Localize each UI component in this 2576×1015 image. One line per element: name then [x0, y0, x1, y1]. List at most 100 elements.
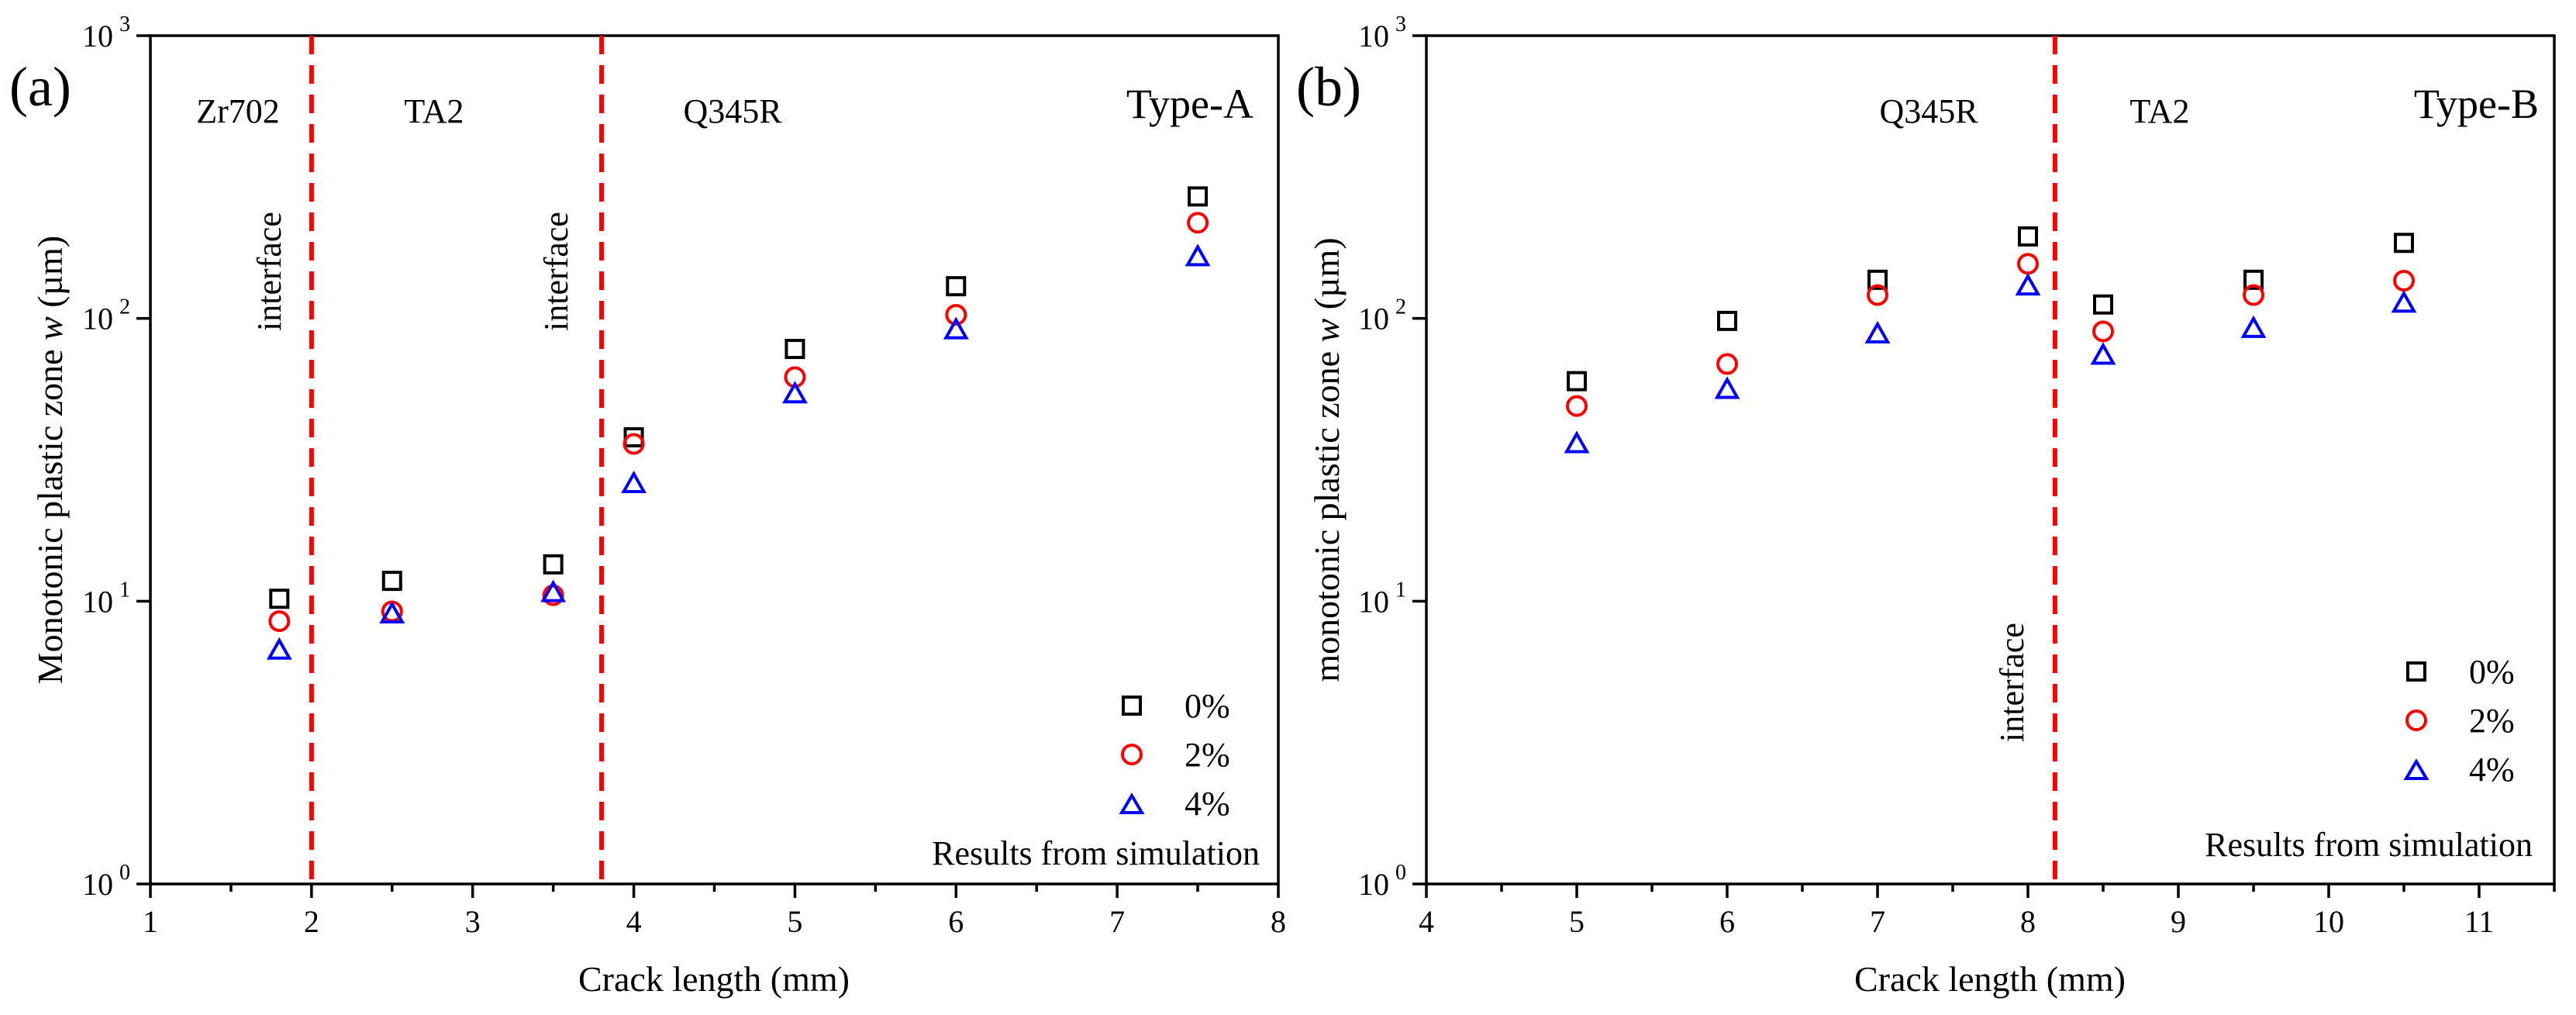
data-points — [266, 186, 1211, 660]
data-point-square — [2394, 233, 2414, 254]
y-tick-exponent: 2 — [119, 295, 130, 319]
data-point-triangle — [2090, 342, 2116, 365]
data-point-triangle — [1714, 376, 1740, 399]
legend-label: 2% — [1185, 736, 1230, 774]
data-point-circle — [1716, 353, 1738, 375]
legend: 0% 2% 4% — [2403, 653, 2515, 789]
panel-letter: (b) — [1296, 56, 1361, 118]
footer-note: Results from simulation — [932, 834, 1260, 872]
x-tick-label: 7 — [1109, 904, 1125, 939]
data-point-triangle — [1564, 430, 1590, 454]
legend-label: 4% — [1185, 785, 1230, 823]
data-point-triangle — [266, 637, 292, 660]
y-tick-label: 10 — [1358, 19, 1389, 54]
legend-marker-triangle — [2403, 758, 2429, 780]
x-tick-label: 6 — [948, 904, 964, 939]
x-tick-label: 6 — [1719, 904, 1735, 939]
interface-label: interface — [1993, 623, 2031, 742]
interface-label: interface — [250, 212, 288, 331]
y-tick-exponent: 2 — [1395, 295, 1406, 319]
x-tick-label: 7 — [1870, 904, 1885, 939]
x-tick-label: 5 — [1569, 904, 1585, 939]
data-point-square — [1188, 186, 1209, 207]
x-axis-label: Crack length (mm) — [578, 959, 850, 999]
data-point-square — [946, 276, 967, 297]
region-label: Q345R — [1879, 92, 1978, 130]
data-point-circle — [622, 433, 645, 455]
data-point-circle — [945, 303, 967, 326]
x-tick-label: 9 — [2171, 904, 2186, 939]
legend-marker-triangle — [1119, 792, 1145, 814]
panel-letter: (a) — [9, 56, 71, 118]
chart-title: Type-A — [1126, 81, 1254, 127]
y-tick-label: 10 — [1358, 584, 1389, 619]
data-point-circle — [2092, 320, 2114, 343]
legend-label: 0% — [1185, 687, 1230, 725]
data-point-square — [381, 571, 402, 592]
data-point-circle — [1566, 395, 1588, 417]
data-point-triangle — [2240, 315, 2267, 338]
y-tick-label: 10 — [82, 584, 113, 619]
data-point-triangle — [2391, 290, 2417, 313]
data-point-circle — [2243, 284, 2264, 306]
x-tick-label: 2 — [304, 904, 319, 939]
data-point-triangle — [540, 579, 567, 602]
y-axis-label-variable: w — [1307, 318, 1347, 342]
y-axis-label: Monotonic plastic zone w (µm) — [30, 236, 70, 684]
y-tick-label: 10 — [82, 867, 113, 902]
data-point-circle — [1187, 212, 1209, 234]
legend: 0% 2% 4% — [1119, 687, 1230, 823]
y-tick-exponent: 3 — [119, 12, 130, 36]
x-tick-label: 8 — [2020, 904, 2036, 939]
data-point-square — [269, 589, 290, 609]
legend-marker-square — [1122, 696, 1142, 716]
y-axis-label-unit: (µm) — [1307, 237, 1347, 318]
x-tick-label: 5 — [787, 904, 802, 939]
data-point-square — [2243, 269, 2264, 290]
legend-marker-circle — [1121, 744, 1143, 765]
interface-label: interface — [537, 212, 575, 331]
data-point-triangle — [1864, 320, 1891, 344]
y-axis-label: monotonic plastic zone w (µm) — [1307, 237, 1347, 682]
y-tick-label: 10 — [1358, 302, 1389, 337]
data-point-square — [785, 339, 805, 360]
interface-lines — [309, 36, 604, 884]
data-point-circle — [2393, 269, 2415, 292]
data-point-square — [543, 554, 564, 575]
data-points — [1564, 226, 2417, 454]
legend-label: 2% — [2469, 702, 2515, 740]
data-point-circle — [2017, 253, 2039, 275]
region-label: TA2 — [2129, 92, 2189, 130]
data-point-triangle — [379, 600, 405, 624]
data-point-triangle — [943, 316, 969, 340]
y-axis-label-unit: (µm) — [30, 236, 70, 316]
data-point-triangle — [1185, 243, 1211, 267]
y-tick-exponent: 1 — [119, 578, 130, 602]
data-point-triangle — [621, 470, 647, 494]
y-tick-exponent: 1 — [1395, 578, 1406, 602]
region-label: Q345R — [683, 92, 782, 130]
data-point-square — [1717, 310, 1737, 331]
y-axis-label-text: monotonic plastic zone — [1307, 342, 1347, 682]
legend-marker-circle — [2405, 709, 2427, 731]
y-axis-label-variable: w — [30, 316, 70, 340]
data-point-square — [2093, 294, 2113, 315]
data-point-circle — [268, 610, 291, 633]
footer-note: Results from simulation — [2205, 826, 2533, 864]
x-axis-label: Crack length (mm) — [1854, 959, 2126, 999]
data-point-triangle — [2015, 273, 2041, 296]
region-label: Zr702 — [196, 92, 280, 130]
data-point-square — [1867, 269, 1888, 290]
legend-label: 4% — [2469, 751, 2515, 789]
x-tick-label: 4 — [1419, 904, 1434, 939]
data-point-square — [2018, 226, 2038, 247]
plot-frame — [149, 34, 1280, 886]
chart-title: Type-B — [2414, 81, 2539, 127]
legend-label: 0% — [2469, 653, 2515, 691]
legend-marker-square — [2406, 661, 2426, 682]
x-tick-label: 8 — [1271, 904, 1286, 939]
